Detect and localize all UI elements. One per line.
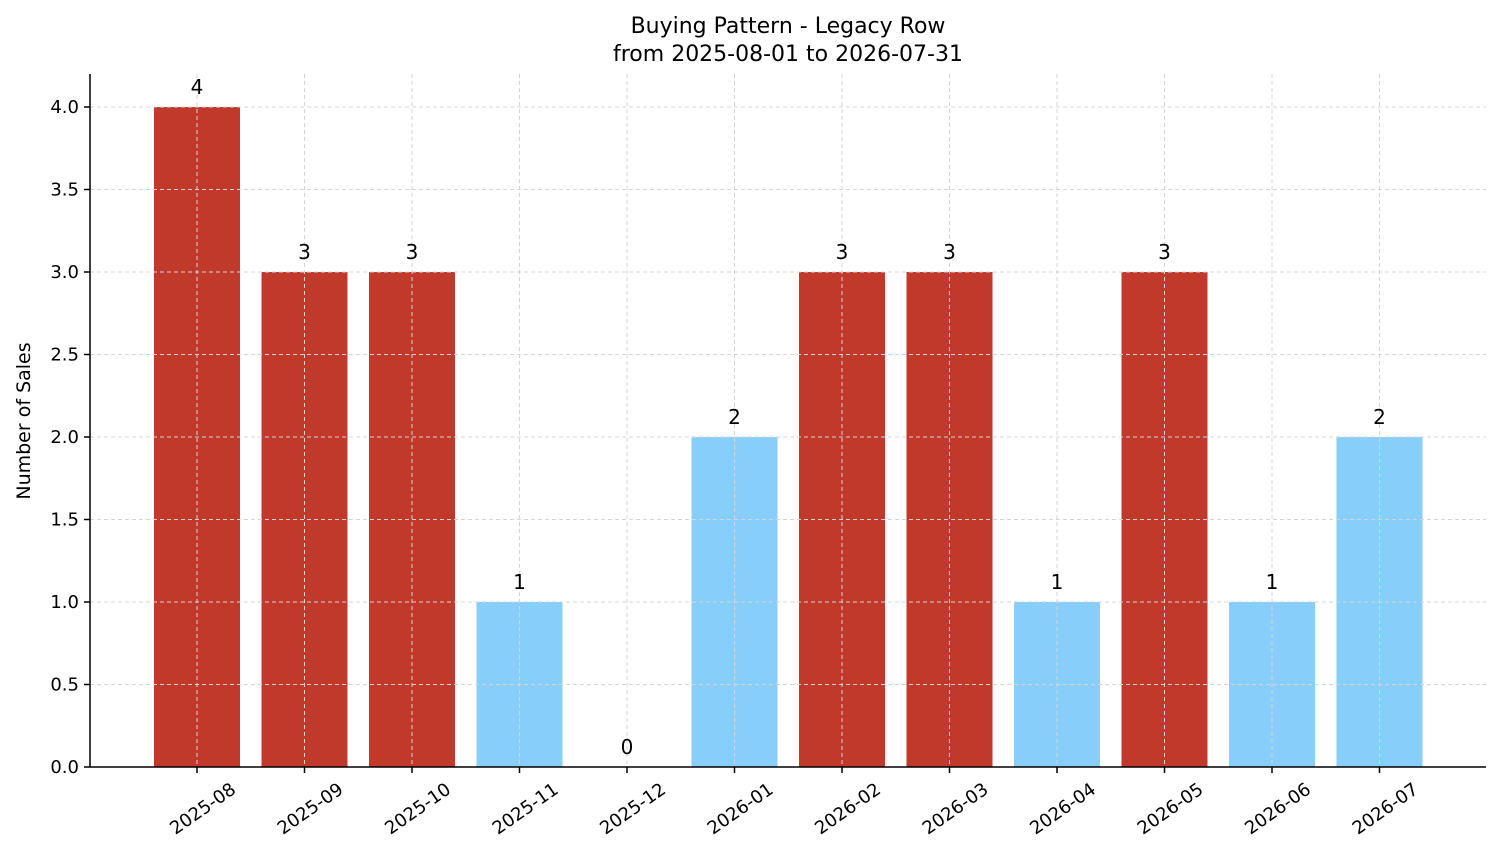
- data-label: 4: [191, 75, 204, 99]
- x-tick-label: 2025-11: [489, 779, 563, 839]
- y-tick-label: 0.0: [50, 757, 79, 778]
- data-label: 1: [513, 570, 526, 594]
- data-label: 1: [1266, 570, 1279, 594]
- x-tick-label: 2026-01: [704, 779, 778, 839]
- y-tick-label: 1.5: [50, 510, 79, 531]
- x-tick-label: 2025-09: [274, 779, 348, 839]
- data-label: 3: [836, 240, 849, 264]
- x-tick-label: 2026-05: [1134, 779, 1208, 839]
- data-label: 2: [1373, 405, 1386, 429]
- data-label: 3: [1158, 240, 1171, 264]
- y-tick-label: 3.0: [50, 262, 79, 283]
- x-tick-label: 2026-06: [1241, 779, 1315, 839]
- x-tick-label: 2026-04: [1026, 779, 1100, 839]
- data-label: 0: [621, 735, 634, 759]
- y-tick-label: 4.0: [50, 97, 79, 118]
- data-label: 3: [406, 240, 419, 264]
- data-label: 3: [943, 240, 956, 264]
- y-tick-label: 0.5: [50, 675, 79, 696]
- x-tick-label: 2026-02: [811, 779, 885, 839]
- x-tick-label: 2026-03: [919, 779, 993, 839]
- y-tick-label: 1.0: [50, 592, 79, 613]
- data-label: 3: [298, 240, 311, 264]
- chart-subtitle: from 2025-08-01 to 2026-07-31: [613, 42, 963, 67]
- data-label: 1: [1051, 570, 1064, 594]
- x-tick-label: 2025-08: [166, 779, 240, 839]
- y-axis-label: Number of Sales: [13, 342, 35, 499]
- data-label: 2: [728, 405, 741, 429]
- y-tick-label: 3.5: [50, 180, 79, 201]
- y-tick-label: 2.0: [50, 427, 79, 448]
- x-tick-label: 2026-07: [1349, 779, 1423, 839]
- chart-title: Buying Pattern - Legacy Row: [631, 14, 946, 39]
- y-tick-label: 2.5: [50, 345, 79, 366]
- x-tick-label: 2025-10: [381, 779, 455, 839]
- data-labels: 4 3 3 1 0 2 3 3 1 3 1 2: [191, 75, 1386, 759]
- x-tick-label: 2025-12: [596, 779, 670, 839]
